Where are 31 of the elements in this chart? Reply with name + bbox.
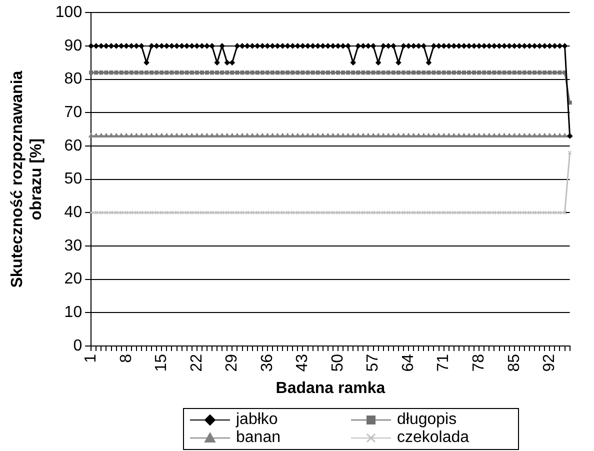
y-axis-title: Skuteczność rozpoznawania obrazu [%]	[9, 70, 46, 288]
x-tick-label: 29	[224, 354, 241, 372]
x-axis-title: Badana ramka	[276, 380, 386, 397]
x-tick-label: 71	[435, 354, 452, 372]
x-tick-label: 85	[506, 354, 523, 372]
legend-label: czekolada	[397, 429, 470, 447]
x-tick-label: 64	[400, 354, 417, 372]
y-tick-label: 100	[55, 4, 82, 22]
x-tick-label: 36	[258, 354, 276, 372]
y-tick-label: 0	[73, 337, 82, 354]
y-tick-label: 50	[64, 170, 82, 188]
y-tick-label: 90	[64, 37, 82, 54]
x-tick-label: 8	[118, 354, 135, 363]
y-tick-label: 70	[64, 104, 82, 122]
legend-label: banan	[236, 429, 280, 447]
x-tick-label: 57	[364, 354, 382, 372]
legend-label: długopis	[397, 411, 457, 429]
y-tick-label: 30	[64, 237, 82, 254]
x-tick-label: 50	[329, 354, 346, 372]
x-tick-label: 1	[82, 354, 100, 363]
y-tick-label: 60	[64, 137, 82, 154]
legend-label: jabłko	[236, 411, 278, 429]
x-tick-label: 22	[188, 354, 206, 372]
y-tick-label: 10	[64, 304, 82, 322]
y-tick-label: 20	[64, 270, 82, 288]
y-tick-label: 80	[64, 70, 82, 88]
y-tick-label: 40	[64, 204, 82, 222]
x-tick-label: 15	[153, 354, 170, 372]
x-tick-label: 92	[541, 354, 558, 372]
x-tick-label: 78	[470, 354, 488, 372]
x-tick-label: 43	[294, 354, 312, 372]
